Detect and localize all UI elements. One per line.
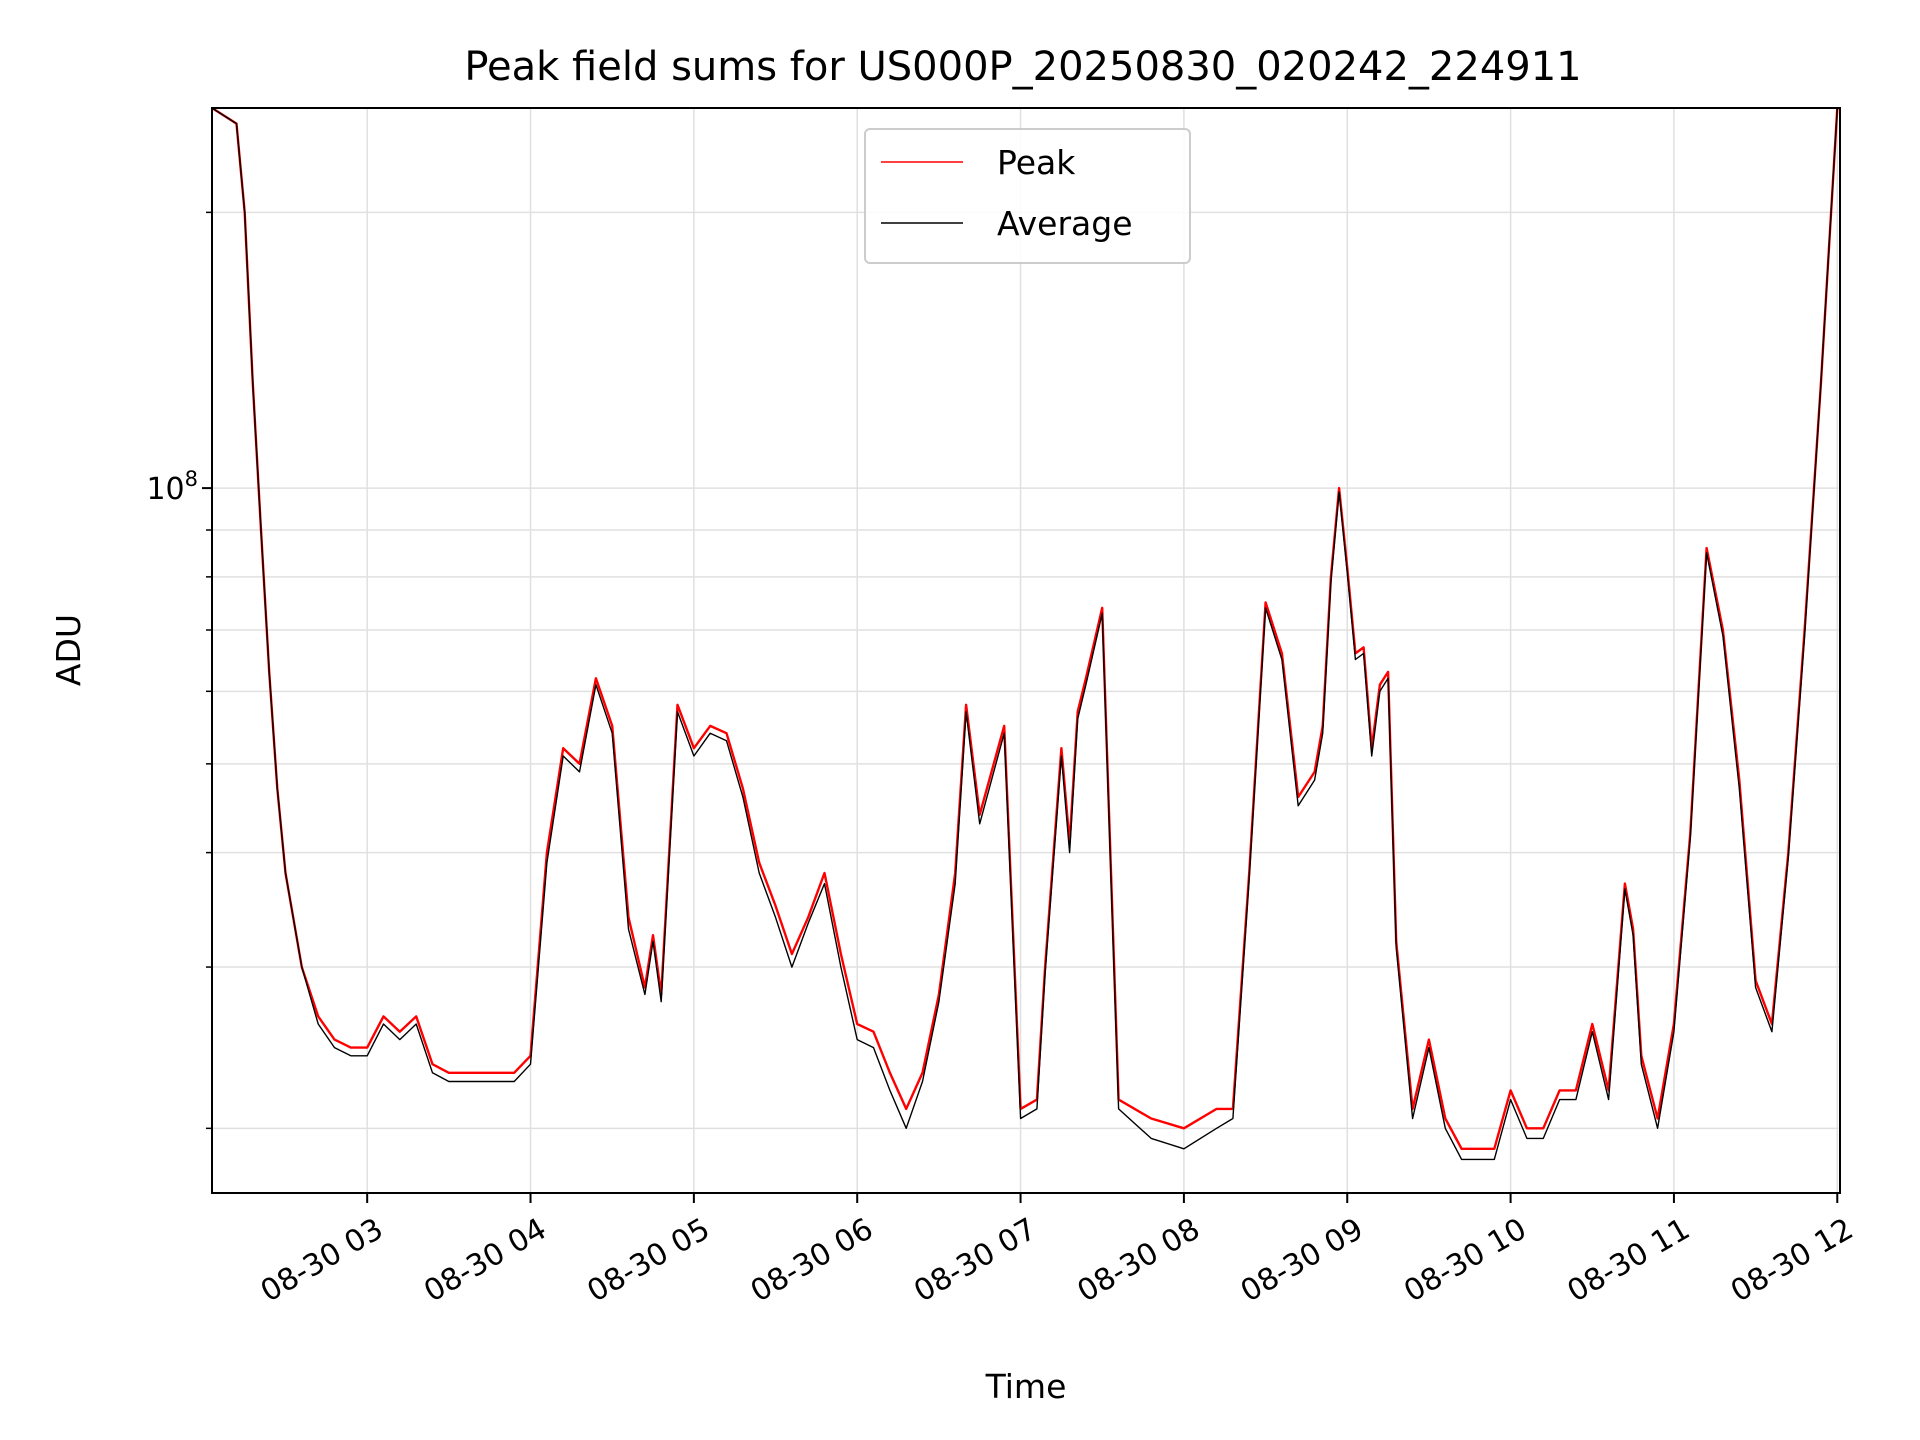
y-axis-label: ADU <box>49 614 88 686</box>
chart-title: Peak field sums for US000P_20250830_0202… <box>464 44 1581 90</box>
y-tick-label: 108 <box>146 467 198 507</box>
series-layer <box>212 108 1840 1161</box>
x-axis-label: Time <box>985 1367 1067 1406</box>
legend-label-average: Average <box>997 204 1133 243</box>
legend-label-peak: Peak <box>997 143 1076 182</box>
grid <box>212 108 1840 1193</box>
series-line-average <box>212 108 1840 1161</box>
plot-frame <box>211 107 1841 1194</box>
legend: Peak Average <box>864 128 1191 264</box>
